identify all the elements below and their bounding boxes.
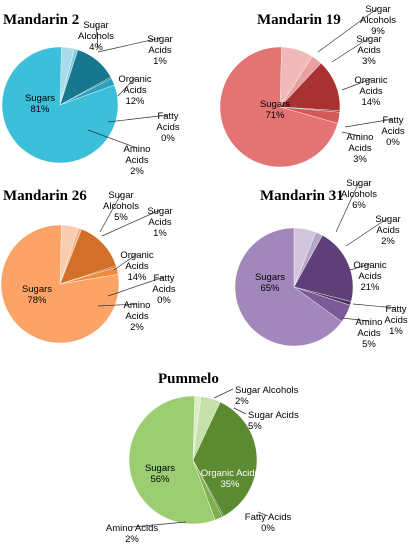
leader-line (113, 253, 138, 271)
leader-line (213, 388, 234, 399)
pie-slice-organic-acids (293, 235, 354, 302)
pie-title: Pummelo (158, 371, 219, 387)
slice-label-organic-acids: Organic Acids 12% (118, 74, 152, 107)
leader-line (335, 181, 360, 233)
pie-slice-sugars (128, 395, 216, 525)
slice-label-sugar-acids: Sugar Acids 1% (147, 34, 172, 67)
slice-label-sugars: Sugars 65% (255, 272, 285, 294)
slice-label-fatty-acids: Fatty Acids 0% (381, 115, 404, 148)
pie-slice-sugars (0, 224, 120, 344)
leader-line (97, 37, 161, 53)
leader-line (352, 303, 397, 309)
slice-label-sugars: Sugars 56% (145, 463, 175, 485)
leader-line (131, 521, 187, 528)
slice-label-amino-acids: Amino Acids 2% (124, 300, 151, 333)
leader-line (117, 77, 136, 97)
pie-slice-sugars (234, 227, 343, 347)
slice-label-fatty-acids: Fatty Acids 0% (156, 111, 179, 144)
slice-label-sugars: Sugars 81% (25, 93, 55, 115)
leader-line (345, 217, 389, 247)
pie-pummelo: Pummelo Sugar Alcohols 2% Sugar Acids 5% Orga… (106, 371, 299, 545)
slice-label-sugars: Sugars 78% (22, 284, 52, 306)
slice-label-amino-acids: Amino Acids 2% (106, 523, 159, 545)
leader-line (341, 131, 361, 137)
slice-label-sugars: Sugars 71% (260, 99, 290, 121)
slice-label-fatty-acids: Fatty Acids 0% (245, 512, 292, 534)
slice-label-organic-acids: Organic Acids 14% (120, 250, 154, 283)
leader-line (349, 263, 371, 271)
leader-line (107, 114, 169, 123)
slice-label-sugar-alcohols: Sugar Alcohols 4% (78, 20, 114, 53)
leader-line (331, 37, 370, 63)
leader-line (95, 23, 99, 49)
slice-label-fatty-acids: Fatty Acids 1% (384, 304, 407, 337)
pie-title: Mandarin 2 (3, 12, 79, 28)
pie-mandarin-19: Mandarin 19 Sugar Alcohols 9%Sugar Acids 3% Or… (219, 4, 405, 168)
leader-line (87, 129, 138, 149)
pie-title: Mandarin 26 (3, 188, 87, 204)
slice-label-amino-acids: Amino Acids 5% (356, 317, 383, 350)
pie-slice-sugars (1, 46, 119, 164)
slice-label-sugar-acids: Sugar Acids 3% (356, 34, 381, 67)
pie-mandarin-2: Mandarin 2 Sugar Alcohols 4% Sugar Acids 1% Org… (1, 12, 180, 177)
slice-label-sugar-alcohols: Sugar Alcohols 2% (235, 385, 299, 407)
leader-line (341, 317, 370, 322)
leader-line (317, 7, 379, 53)
leader-line (99, 193, 122, 233)
slice-label-amino-acids: Amino Acids 3% (347, 132, 374, 165)
leader-line (341, 78, 372, 91)
leader-line (344, 118, 394, 128)
pie-slice-sugars (219, 46, 338, 168)
leader-line (257, 511, 269, 517)
leader-line (107, 276, 165, 297)
pie-title: Mandarin 31 (260, 188, 344, 204)
leader-line (97, 303, 138, 307)
pie-slice-organic-acids (279, 62, 341, 111)
slice-label-sugar-alcohols: Sugar Alcohols 5% (103, 190, 139, 223)
slice-label-amino-acids: Amino Acids 2% (124, 144, 151, 177)
slice-label-sugar-alcohols: Sugar Alcohols 9% (360, 4, 396, 37)
slice-label-organic-acids: Organic Acids 21% (353, 260, 387, 293)
pie-title: Mandarin 19 (257, 12, 341, 28)
slice-label-sugar-acids: Sugar Acids 2% (375, 214, 400, 247)
leader-line (233, 407, 247, 415)
leader-line (101, 209, 161, 237)
slice-label-sugar-acids: Sugar Acids 1% (147, 206, 172, 239)
slice-label-fatty-acids: Fatty Acids 0% (152, 273, 175, 306)
pie-slice-organic-acids (192, 401, 258, 517)
slice-label-sugar-acids: Sugar Acids 5% (248, 410, 299, 432)
slice-label-sugar-alcohols: Sugar Alcohols 6% (341, 178, 377, 211)
pie-mandarin-26: Mandarin 26 Sugar Alcohols 5% Sugar Acids 1% Or… (0, 188, 176, 344)
slice-label-organic-acids: Organic Acids 35% (201, 468, 260, 490)
slice-label-organic-acids: Organic Acids 14% (354, 75, 388, 108)
